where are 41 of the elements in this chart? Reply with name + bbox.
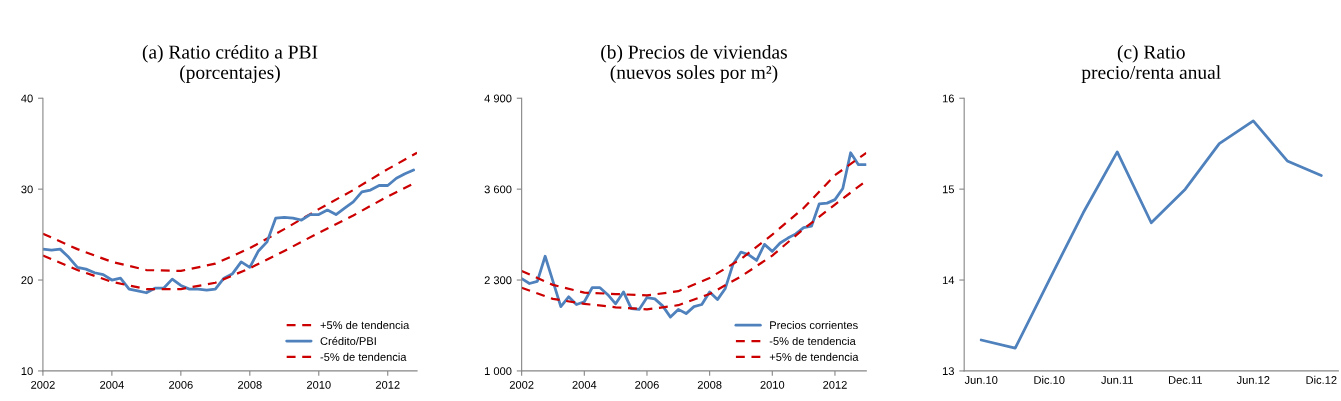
x-tick-label: 2006 — [169, 380, 193, 389]
legend-label: +5% de tendencia — [320, 320, 410, 330]
legend-label: Crédito/PBI — [320, 336, 376, 346]
y-tick-label: 30 — [21, 185, 33, 194]
x-tick-label: 2002 — [31, 380, 55, 389]
x-tick-label: 2012 — [823, 380, 847, 389]
legend-label: -5% de tendencia — [320, 352, 407, 361]
x-tick-label: 2006 — [635, 380, 659, 389]
x-tick-label: 2002 — [509, 380, 534, 389]
y-tick-label: 4 900 — [484, 94, 512, 103]
y-tick-label: 10 — [21, 367, 33, 376]
chart-title: (c) Ratio precio/renta anual — [1081, 44, 1221, 83]
chart-title: (a) Ratio crédito a PBI (porcentajes) — [142, 44, 318, 83]
x-tick-label: 2008 — [697, 380, 722, 389]
y-tick-label: 16 — [942, 94, 954, 103]
y-tick-label: 13 — [942, 367, 954, 376]
chart-title: (b) Precios de viviendas (nuevos soles por m²) — [601, 44, 787, 83]
x-tick-label: Jun.11 — [1101, 376, 1133, 384]
legend-label: -5% de tendencia — [769, 336, 856, 346]
y-tick-label: 3 600 — [484, 185, 512, 194]
x-tick-label: Dic.10 — [1034, 375, 1065, 384]
x-tick-label: 2004 — [572, 380, 597, 389]
x-tick-label: 2010 — [760, 380, 785, 389]
line-series — [42, 151, 418, 273]
x-tick-label: Jun.10 — [964, 376, 998, 384]
y-tick-label: 2 300 — [484, 276, 512, 285]
y-tick-label: 20 — [21, 276, 33, 285]
legend-label: +5% de tendencia — [769, 352, 859, 361]
y-tick-label: 40 — [21, 94, 33, 103]
x-tick-label: 2012 — [375, 380, 400, 389]
line-series — [979, 119, 1323, 350]
legend-label: Precios corrientes — [770, 320, 858, 330]
x-tick-label: 2010 — [306, 380, 331, 389]
y-tick-label: 14 — [942, 276, 955, 285]
x-tick-label: Dec.11 — [1168, 376, 1202, 384]
x-tick-label: Jun.12 — [1236, 376, 1270, 384]
x-tick-label: 2008 — [238, 380, 262, 389]
x-tick-label: Dic.12 — [1306, 375, 1337, 384]
x-tick-label: 2004 — [100, 380, 124, 389]
y-tick-label: 1 000 — [484, 367, 512, 376]
y-tick-label: 15 — [942, 185, 954, 194]
